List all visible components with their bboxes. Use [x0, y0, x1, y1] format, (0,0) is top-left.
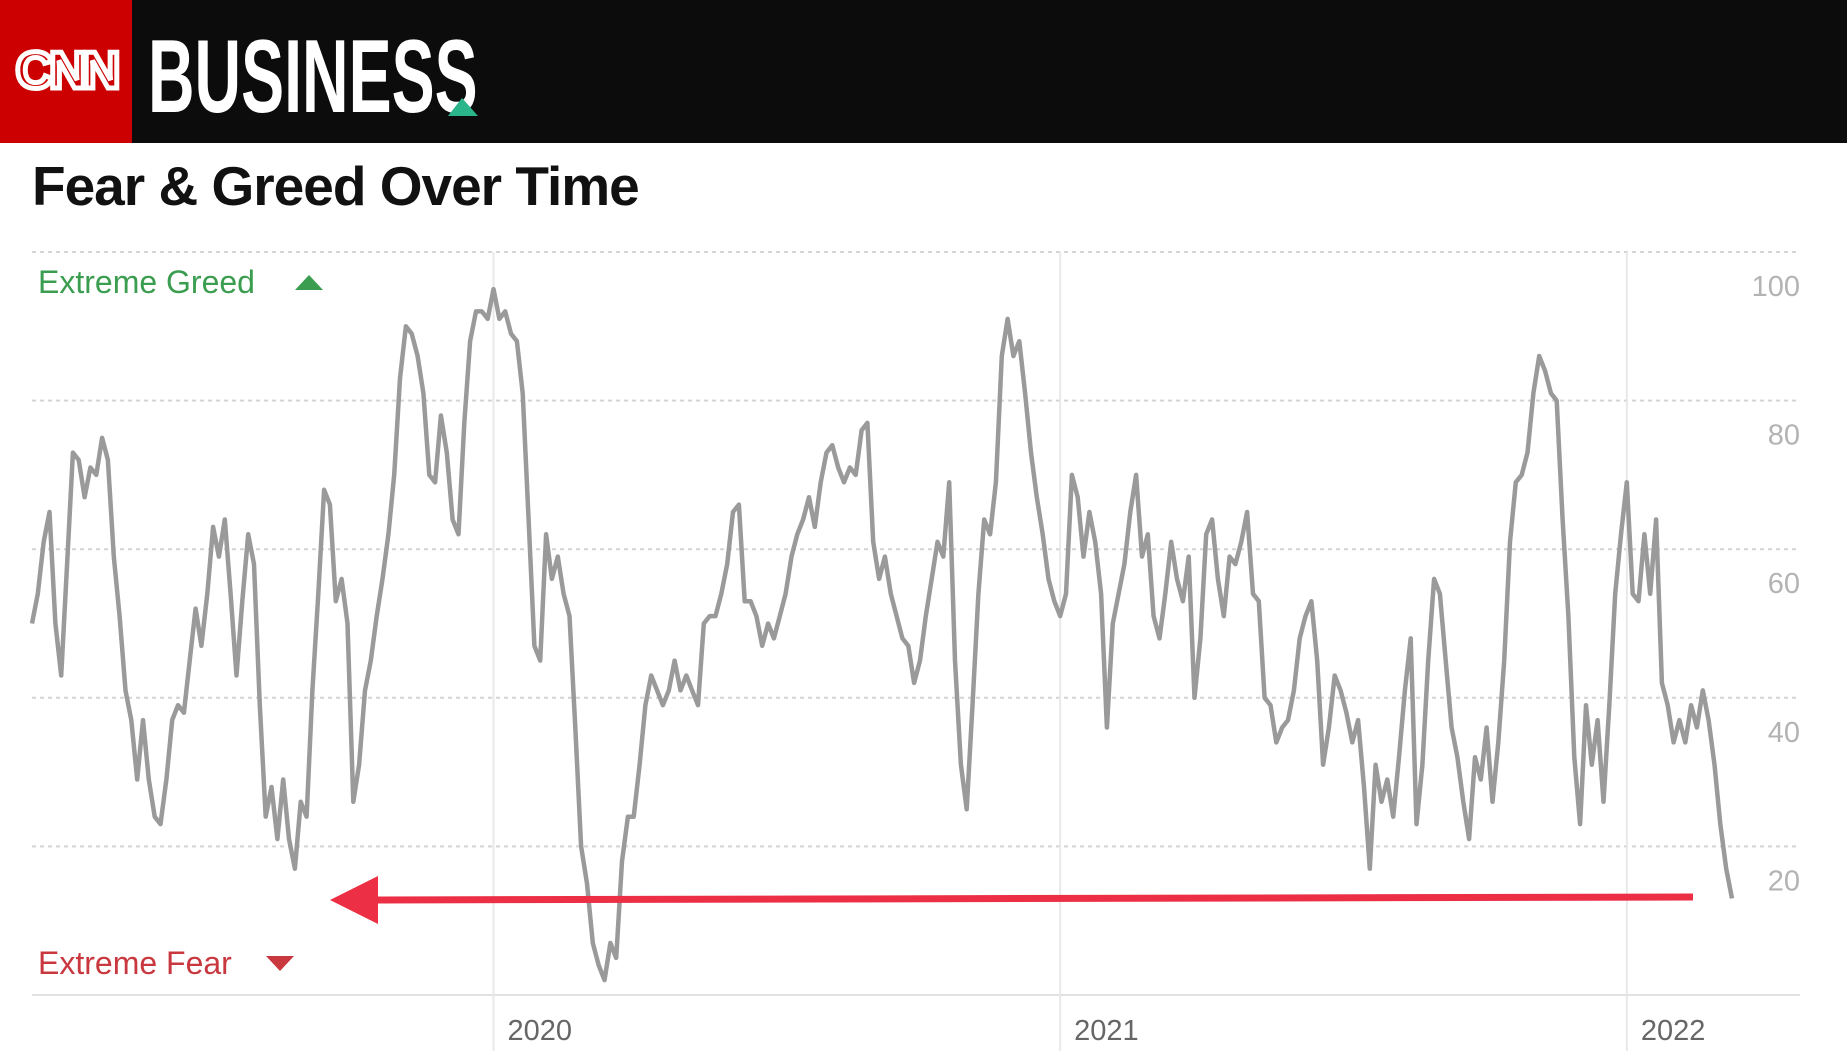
greed-triangle: [295, 275, 323, 290]
x-tick-label: 2020: [508, 1015, 573, 1047]
brand[interactable]: BUSINESS: [148, 19, 478, 134]
arrow-shaft: [369, 893, 1694, 904]
brand-triangle: [448, 98, 478, 116]
y-tick-label: 100: [1752, 271, 1800, 303]
fear-greed-line: [29, 286, 1735, 983]
y-tick-label: 40: [1768, 717, 1800, 749]
fear-label: Extreme Fear: [38, 945, 232, 981]
y-tick-label: 20: [1768, 865, 1800, 897]
y-tick-label: 60: [1768, 568, 1800, 600]
logo[interactable]: CNN: [13, 40, 124, 103]
x-tick-label: 2021: [1074, 1015, 1139, 1047]
y-tick-label: 80: [1768, 420, 1800, 452]
header-bar: [0, 0, 1847, 143]
plot: 20 40 60 80 100 2020 2021 2022: [29, 251, 1800, 1051]
x-tick-label: 2022: [1641, 1015, 1706, 1047]
fear-triangle: [266, 956, 294, 971]
logo-box[interactable]: [0, 0, 132, 143]
arrow-head: [330, 876, 378, 924]
greed-label: Extreme Greed: [38, 264, 255, 300]
chart-title: Fear & Greed Over Time: [32, 155, 639, 217]
